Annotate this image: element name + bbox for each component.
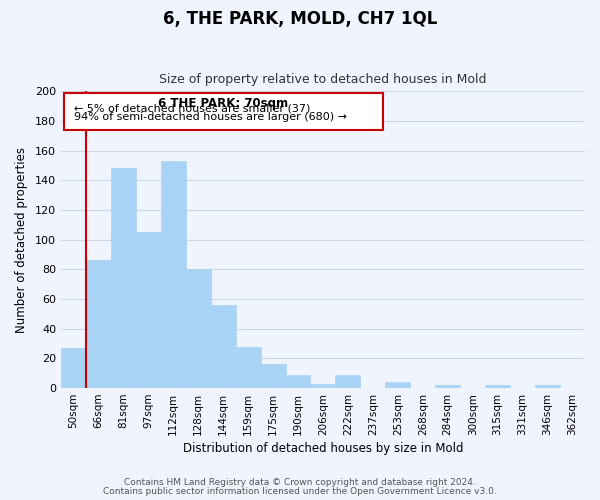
Y-axis label: Number of detached properties: Number of detached properties <box>15 146 28 332</box>
Text: 6 THE PARK: 70sqm: 6 THE PARK: 70sqm <box>158 96 289 110</box>
Bar <box>61 348 86 388</box>
Title: Size of property relative to detached houses in Mold: Size of property relative to detached ho… <box>159 73 487 86</box>
Bar <box>310 384 335 388</box>
Bar <box>435 385 460 388</box>
Bar <box>485 385 510 388</box>
Bar <box>236 346 260 388</box>
FancyBboxPatch shape <box>64 93 383 130</box>
Bar <box>136 232 161 388</box>
Text: Contains public sector information licensed under the Open Government Licence v3: Contains public sector information licen… <box>103 487 497 496</box>
Bar <box>161 161 186 388</box>
Bar <box>335 374 361 388</box>
Bar <box>535 385 560 388</box>
Bar <box>260 364 286 388</box>
Bar <box>211 305 236 388</box>
Bar <box>86 260 111 388</box>
Text: ← 5% of detached houses are smaller (37): ← 5% of detached houses are smaller (37) <box>74 104 310 114</box>
X-axis label: Distribution of detached houses by size in Mold: Distribution of detached houses by size … <box>183 442 463 455</box>
Bar <box>286 374 310 388</box>
Bar <box>186 270 211 388</box>
Text: Contains HM Land Registry data © Crown copyright and database right 2024.: Contains HM Land Registry data © Crown c… <box>124 478 476 487</box>
Bar <box>111 168 136 388</box>
Text: 6, THE PARK, MOLD, CH7 1QL: 6, THE PARK, MOLD, CH7 1QL <box>163 10 437 28</box>
Bar <box>385 382 410 388</box>
Text: 94% of semi-detached houses are larger (680) →: 94% of semi-detached houses are larger (… <box>74 112 347 122</box>
